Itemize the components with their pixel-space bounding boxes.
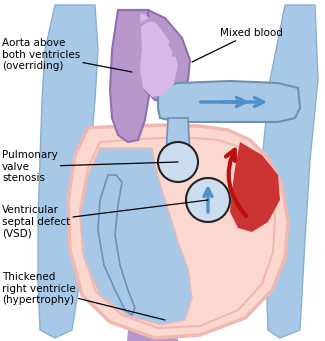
Polygon shape — [230, 142, 280, 232]
Polygon shape — [127, 310, 178, 341]
Polygon shape — [38, 5, 98, 338]
Polygon shape — [118, 10, 190, 102]
Polygon shape — [158, 81, 300, 122]
Circle shape — [158, 142, 198, 182]
Polygon shape — [68, 125, 288, 338]
Text: Aorta above
both ventricles
(overriding): Aorta above both ventricles (overriding) — [2, 38, 132, 72]
Polygon shape — [110, 10, 152, 142]
Polygon shape — [166, 118, 190, 165]
Polygon shape — [80, 148, 192, 325]
Text: Mixed blood: Mixed blood — [192, 28, 283, 62]
Polygon shape — [262, 5, 318, 338]
Polygon shape — [98, 175, 135, 315]
Text: Ventricular
septal defect
(VSD): Ventricular septal defect (VSD) — [2, 200, 208, 238]
Polygon shape — [122, 14, 178, 97]
Text: Thickened
right ventricle
(hypertrophy): Thickened right ventricle (hypertrophy) — [2, 272, 165, 320]
Circle shape — [186, 178, 230, 222]
Text: Pulmonary
valve
stenosis: Pulmonary valve stenosis — [2, 150, 178, 183]
